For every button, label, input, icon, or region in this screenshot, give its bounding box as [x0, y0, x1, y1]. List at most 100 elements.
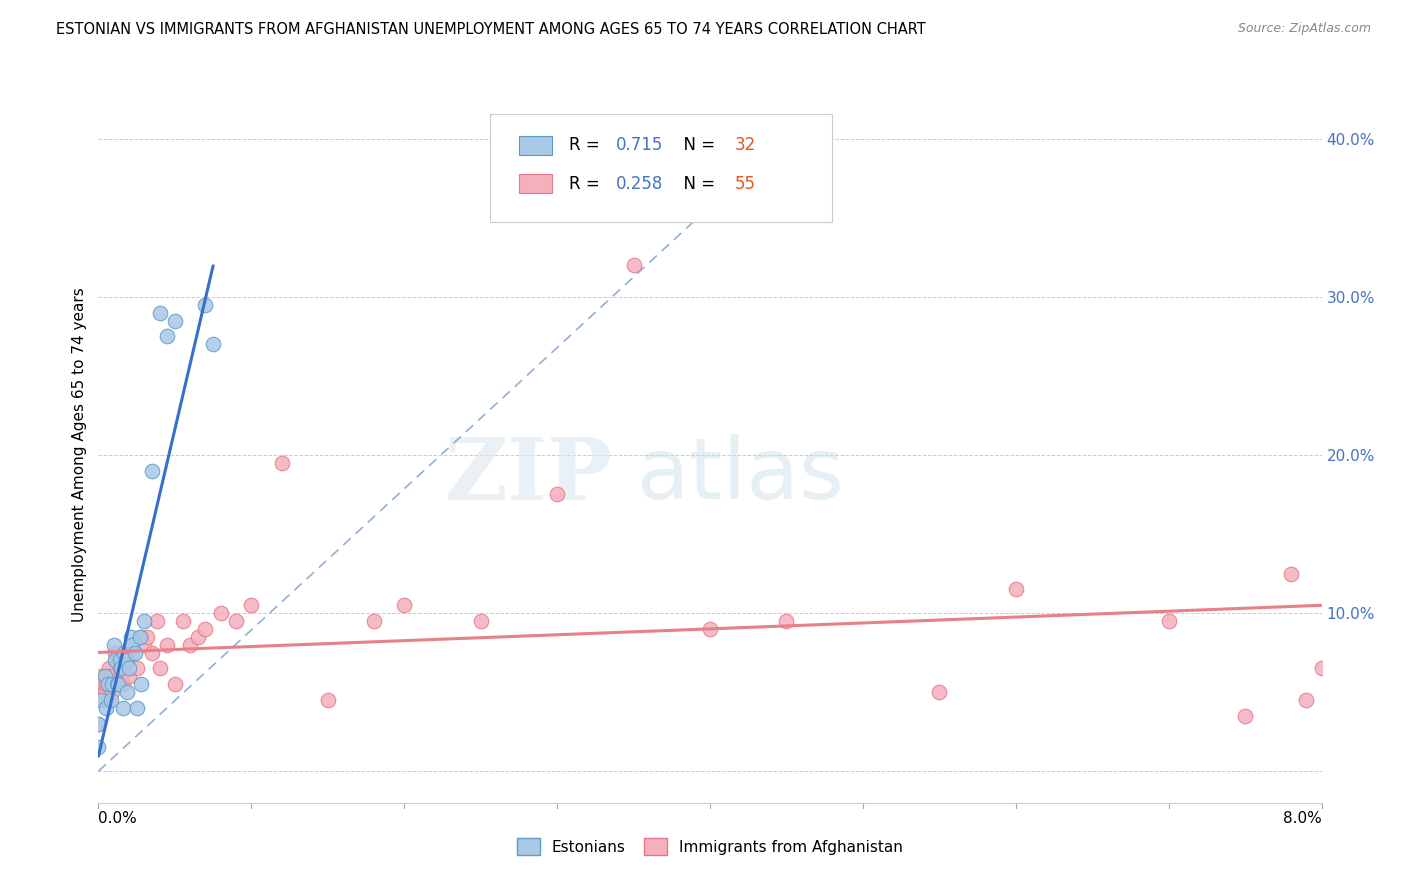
Point: [270, 456, 294, 470]
Point: [110, 661, 132, 675]
Point: [105, 653, 128, 667]
Point: [98, 661, 121, 675]
Point: [94, 701, 117, 715]
Point: [93, 685, 115, 699]
Point: [1295, 693, 1317, 707]
Point: [90, 693, 112, 707]
Text: atlas: atlas: [637, 434, 845, 517]
Point: [121, 646, 143, 660]
Point: [1004, 582, 1026, 597]
Point: [141, 646, 163, 660]
Point: [1157, 614, 1180, 628]
Point: [363, 614, 385, 628]
Point: [91, 677, 114, 691]
Point: [209, 606, 232, 620]
Point: [125, 701, 148, 715]
Point: [1234, 708, 1257, 723]
Point: [87, 740, 110, 755]
Point: [928, 685, 950, 699]
Point: [125, 661, 148, 675]
Text: 0.715: 0.715: [616, 136, 664, 154]
FancyBboxPatch shape: [519, 136, 553, 154]
Point: [111, 677, 134, 691]
Point: [101, 677, 124, 691]
Point: [107, 677, 129, 691]
Point: [118, 669, 141, 683]
Point: [546, 487, 568, 501]
Point: [89, 693, 111, 707]
Text: 32: 32: [734, 136, 756, 154]
Point: [1279, 566, 1302, 581]
Text: 55: 55: [734, 175, 755, 193]
Point: [103, 638, 125, 652]
Point: [100, 669, 122, 683]
Point: [108, 653, 131, 667]
Point: [120, 630, 142, 644]
Point: [163, 677, 186, 691]
Point: [179, 638, 201, 652]
Point: [112, 646, 135, 660]
Point: [145, 614, 167, 628]
Point: [129, 630, 152, 644]
Point: [97, 693, 120, 707]
Point: [202, 337, 225, 351]
Text: 0.258: 0.258: [616, 175, 664, 193]
Point: [316, 693, 339, 707]
Text: ESTONIAN VS IMMIGRANTS FROM AFGHANISTAN UNEMPLOYMENT AMONG AGES 65 TO 74 YEARS C: ESTONIAN VS IMMIGRANTS FROM AFGHANISTAN …: [56, 22, 927, 37]
Point: [105, 677, 128, 691]
Text: Source: ZipAtlas.com: Source: ZipAtlas.com: [1237, 22, 1371, 36]
Point: [225, 614, 247, 628]
Point: [240, 598, 263, 612]
Point: [104, 646, 127, 660]
Text: R =: R =: [569, 136, 606, 154]
Point: [149, 661, 172, 675]
Point: [623, 258, 645, 272]
Point: [101, 685, 124, 699]
Point: [187, 630, 209, 644]
Point: [93, 669, 115, 683]
Point: [156, 638, 179, 652]
Point: [115, 653, 138, 667]
Point: [129, 677, 152, 691]
Text: N =: N =: [673, 136, 721, 154]
Point: [111, 701, 134, 715]
Point: [94, 677, 117, 691]
Point: [107, 646, 129, 660]
Point: [87, 716, 110, 731]
Point: [90, 669, 112, 683]
Point: [87, 685, 110, 699]
FancyBboxPatch shape: [489, 114, 832, 222]
Point: [134, 638, 156, 652]
Point: [103, 677, 125, 691]
Text: R =: R =: [569, 175, 606, 193]
Point: [87, 716, 110, 731]
Point: [112, 661, 135, 675]
Point: [172, 614, 194, 628]
Point: [110, 669, 132, 683]
Point: [108, 661, 131, 675]
Text: 8.0%: 8.0%: [1282, 811, 1322, 826]
Text: ZIP: ZIP: [444, 434, 612, 517]
Point: [1310, 661, 1333, 675]
Point: [141, 464, 163, 478]
Point: [194, 298, 217, 312]
FancyBboxPatch shape: [519, 174, 553, 193]
Point: [699, 622, 721, 636]
Point: [128, 630, 150, 644]
Text: N =: N =: [673, 175, 721, 193]
Text: 0.0%: 0.0%: [98, 811, 138, 826]
Point: [156, 329, 179, 343]
Legend: Estonians, Immigrants from Afghanistan: Estonians, Immigrants from Afghanistan: [510, 832, 910, 862]
Y-axis label: Unemployment Among Ages 65 to 74 years: Unemployment Among Ages 65 to 74 years: [72, 287, 87, 623]
Point: [194, 622, 217, 636]
Point: [775, 614, 797, 628]
Point: [100, 693, 122, 707]
Point: [121, 638, 143, 652]
Point: [97, 677, 120, 691]
Point: [118, 661, 141, 675]
Point: [163, 313, 186, 327]
Point: [392, 598, 416, 612]
Point: [470, 614, 492, 628]
Point: [149, 305, 172, 319]
Point: [117, 685, 139, 699]
